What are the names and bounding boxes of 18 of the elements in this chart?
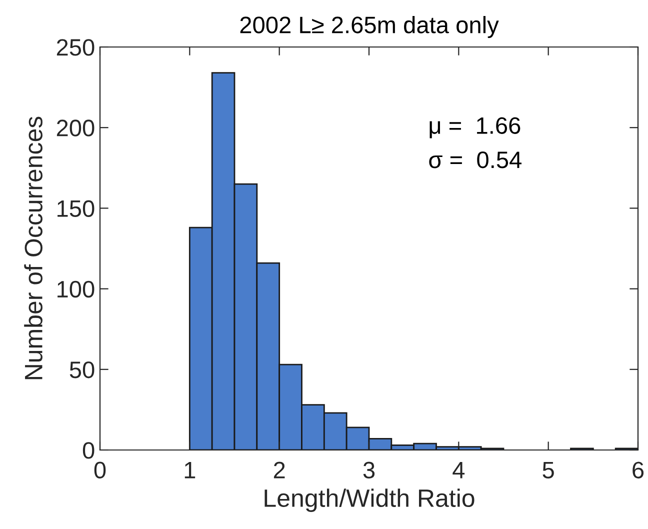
annotation: μ = 1.66: [430, 117, 520, 138]
x-tick-label: 3: [363, 462, 375, 478]
chart-title: 2002 L≥ 2.65m data only: [240, 16, 499, 38]
x-axis-title: Length/Width Ratio: [264, 488, 474, 512]
annotation: σ = 0.54: [429, 151, 522, 168]
x-tick-label: 1: [184, 462, 196, 478]
y-tick-label: 200: [56, 120, 94, 136]
x-tick-label: 6: [632, 462, 644, 478]
x-tick-label: 0: [94, 462, 106, 478]
y-axis-title: Number of Occurrences: [24, 116, 42, 380]
x-tick-label: 2: [274, 462, 285, 478]
x-tick-label: 4: [452, 462, 465, 478]
y-tick-label: 250: [56, 39, 94, 56]
y-tick-label: 100: [58, 280, 94, 298]
y-tick-label: 50: [70, 361, 94, 378]
x-tick-label: 5: [542, 462, 554, 478]
y-tick-label: 0: [82, 442, 94, 459]
y-tick-label: 150: [58, 200, 94, 217]
